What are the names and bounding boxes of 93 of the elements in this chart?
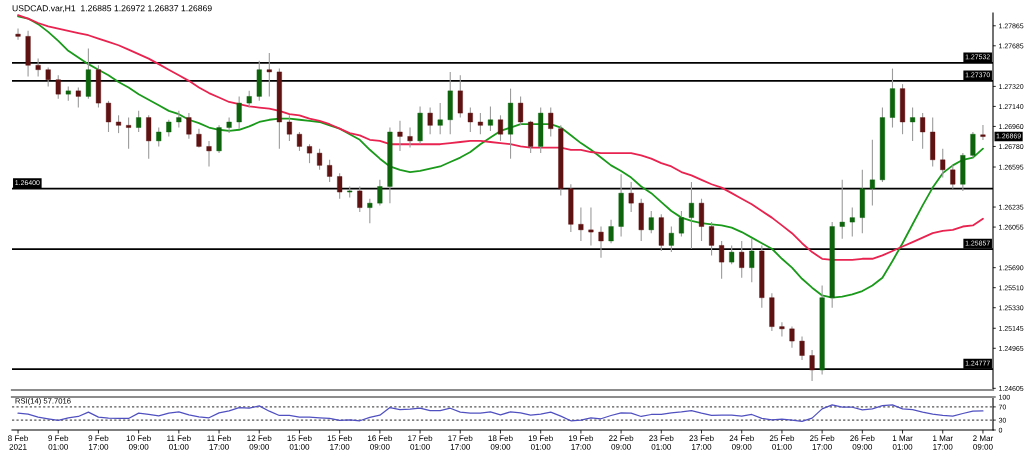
candlestick	[136, 110, 142, 133]
x-tick-label: 18 Feb 09:00	[488, 435, 513, 450]
candlestick	[518, 95, 524, 126]
candlestick	[306, 143, 313, 164]
candlestick	[648, 210, 654, 234]
candlestick	[588, 207, 594, 246]
x-tick-label: 23 Feb 17:00	[689, 435, 714, 450]
candlestick	[206, 140, 212, 168]
candlestick	[729, 244, 735, 265]
candlestick	[126, 116, 132, 150]
candlestick	[598, 225, 604, 259]
candlestick	[397, 120, 403, 152]
x-tick-label: 1 Mar 17:00	[933, 435, 953, 450]
candlestick	[156, 126, 162, 148]
candlestick	[296, 131, 302, 152]
x-tick-label: 24 Feb 09:00	[729, 435, 754, 450]
x-tick-label: 22 Feb 09:00	[608, 435, 634, 450]
x-tick-label: 12 Feb 09:00	[247, 435, 272, 450]
x-tick-label: 9 Feb 17:00	[88, 435, 109, 450]
candlestick	[709, 221, 715, 256]
candlestick	[739, 240, 745, 279]
candlestick	[367, 198, 373, 224]
candlestick	[980, 124, 986, 141]
x-tick-label: 8 Feb 2021	[8, 435, 28, 450]
line-series	[17, 404, 984, 423]
candlestick	[678, 210, 684, 238]
candlestick	[286, 114, 292, 142]
x-tick-label: 1 Mar 01:00	[892, 435, 913, 450]
x-tick-label: 25 Feb 01:00	[769, 435, 795, 450]
candlestick	[216, 124, 222, 154]
candlestick	[105, 100, 112, 133]
candlestick	[749, 238, 755, 283]
candlestick	[839, 179, 845, 240]
candlestick	[75, 86, 81, 109]
candlestick	[15, 28, 21, 41]
candlestick	[467, 106, 473, 133]
candlestick	[910, 106, 916, 142]
candlestick	[457, 74, 463, 119]
candlestick	[186, 112, 192, 140]
candlestick	[719, 240, 725, 280]
candlestick	[487, 105, 493, 132]
candlestick	[849, 207, 855, 238]
candlestick	[688, 181, 694, 250]
candlestick	[920, 112, 926, 150]
x-tick-label: 17 Feb 01:00	[408, 435, 433, 450]
candlestick	[45, 66, 51, 87]
x-tick-label: 15 Feb 17:00	[327, 435, 352, 450]
candlestick	[317, 148, 323, 171]
candlestick	[940, 148, 946, 179]
candlestick	[55, 74, 61, 100]
candlestick	[869, 139, 875, 206]
x-tick-label: 10 Feb 09:00	[126, 435, 151, 450]
candlestick	[799, 336, 805, 361]
candlestick	[327, 159, 333, 183]
candlestick	[226, 116, 232, 134]
candlestick	[548, 106, 554, 137]
x-tick-label: 26 Feb 09:00	[850, 435, 875, 450]
x-tick-label: 11 Feb 17:00	[207, 435, 231, 450]
candlestick	[437, 102, 443, 135]
candlestick	[407, 126, 413, 149]
candlestick	[779, 321, 785, 338]
x-tick-label: 9 Feb 01:00	[48, 435, 69, 450]
candlestick	[809, 349, 815, 382]
candlestick	[578, 207, 584, 242]
candlestick	[236, 95, 242, 130]
candlestick	[266, 52, 272, 97]
x-tick-label: 11 Feb 01:00	[167, 435, 191, 450]
candlestick	[146, 114, 152, 160]
candlestick	[970, 131, 976, 159]
x-tick-label: 16 Feb 09:00	[367, 435, 393, 450]
candlestick	[789, 326, 795, 349]
candlestick	[628, 181, 634, 213]
candlestick	[35, 58, 41, 77]
candlestick	[337, 172, 343, 200]
x-tick-label: 19 Feb 01:00	[528, 435, 553, 450]
candlestick	[950, 164, 956, 190]
x-tick-label: 19 Feb 17:00	[568, 435, 594, 450]
candlestick	[668, 225, 674, 253]
candlestick	[377, 179, 383, 206]
x-tick-label: 23 Feb 01:00	[649, 435, 674, 450]
candlestick	[196, 128, 202, 149]
candlestick	[497, 114, 504, 142]
x-tick-label: 15 Feb 01:00	[287, 435, 312, 450]
chart-title: USDCAD.var,H1 1.26885 1.26972 1.26837 1.26869	[12, 5, 212, 13]
candlestick	[176, 110, 182, 129]
candlestick	[698, 198, 705, 242]
candlestick	[427, 106, 433, 135]
x-tick-label: 25 Feb 17:00	[810, 435, 835, 450]
candlestick	[477, 112, 483, 135]
x-tick-label: 2 Mar 09:00	[973, 435, 994, 450]
candlestick	[608, 219, 614, 244]
candlestick	[357, 185, 363, 213]
x-tick-label: 17 Feb 17:00	[448, 435, 473, 450]
